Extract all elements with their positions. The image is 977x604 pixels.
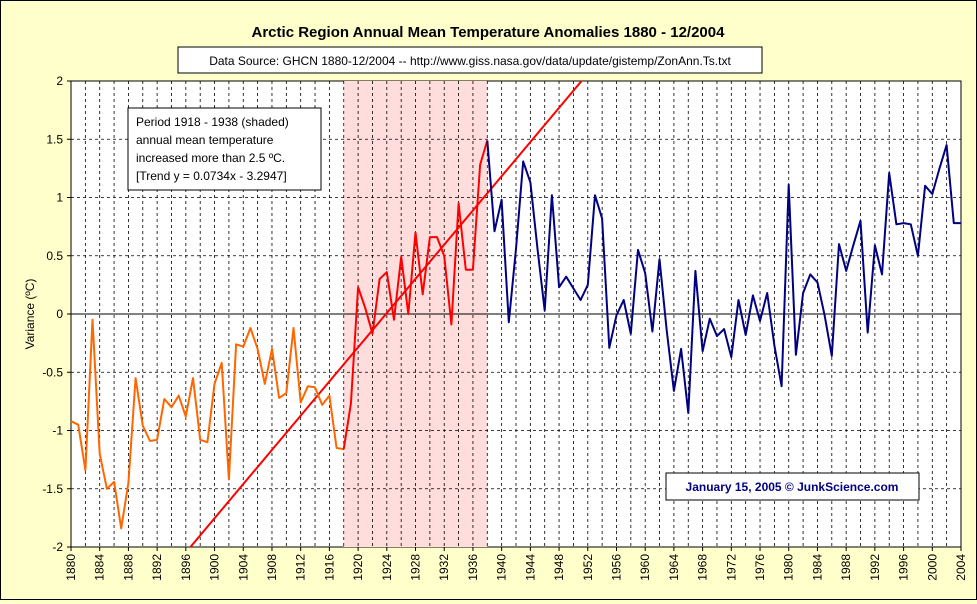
credit-box (665, 472, 920, 501)
x-tick-label: 1992 (868, 554, 882, 581)
x-tick-label: 2004 (954, 554, 968, 581)
x-tick-label: 1932 (437, 554, 451, 581)
x-tick-label: 1964 (667, 554, 681, 581)
series-line-1880-1917 (70, 318, 344, 530)
x-tick-label: 1980 (782, 554, 796, 581)
annotation-line-2: annual mean temperature (136, 133, 274, 147)
x-tick-label: 1960 (638, 554, 652, 581)
series-line-1938-2004 (486, 140, 961, 414)
x-tick-label: 1908 (265, 554, 279, 581)
y-tick-label: -0.5 (42, 365, 63, 379)
y-tick-label: -2 (52, 540, 63, 554)
x-tick-label: 1952 (581, 554, 595, 581)
x-tick-label: 1988 (839, 554, 853, 581)
x-tick-label: 1984 (810, 554, 824, 581)
subtitle-box (177, 46, 763, 74)
x-tick-label: 1888 (121, 554, 135, 581)
x-tick-label: 1936 (466, 554, 480, 581)
credit-label: January 15, 2005 © JunkScience.com (686, 480, 899, 494)
x-tick-label: 1892 (150, 554, 164, 581)
y-tick-label: 2 (56, 74, 63, 88)
x-tick-label: 2000 (925, 554, 939, 581)
y-axis-label: Variance (ºC) (23, 279, 37, 350)
x-tick-label: 1920 (351, 554, 365, 581)
annotation-box (127, 107, 322, 191)
x-tick-label: 1972 (724, 554, 738, 581)
trend-line (189, 81, 583, 547)
y-tick-label: 1 (56, 191, 63, 205)
series-line-1918-1938 (342, 140, 489, 450)
x-tick-label: 1948 (552, 554, 566, 581)
x-tick-label: 1976 (753, 554, 767, 581)
x-tick-label: 1996 (897, 554, 911, 581)
x-tick-label: 1904 (236, 554, 250, 581)
chart-subtitle: Data Source: GHCN 1880-12/2004 -- http:/… (209, 54, 731, 68)
y-tick-label: -1 (52, 424, 63, 438)
x-tick-label: 1940 (495, 554, 509, 581)
y-tick-label: 1.5 (46, 132, 63, 146)
x-tick-label: 1924 (380, 554, 394, 581)
x-tick-label: 1896 (179, 554, 193, 581)
x-tick-label: 1900 (208, 554, 222, 581)
x-tick-label: 1884 (93, 554, 107, 581)
y-tick-label: 0 (56, 307, 63, 321)
x-tick-label: 1928 (409, 554, 423, 581)
x-tick-label: 1912 (294, 554, 308, 581)
x-tick-label: 1956 (609, 554, 623, 581)
annotation-line-3: increased more than 2.5 ºC. (136, 151, 285, 165)
annotation-line-1: Period 1918 - 1938 (shaded) (136, 115, 289, 129)
y-tick-label: -1.5 (42, 482, 63, 496)
x-tick-label: 1916 (322, 554, 336, 581)
annotation-line-4: [Trend y = 0.0734x - 3.2947] (136, 169, 287, 183)
y-tick-label: 0.5 (46, 249, 63, 263)
x-tick-label: 1968 (696, 554, 710, 581)
x-tick-label: 1880 (64, 554, 78, 581)
chart-title: Arctic Region Annual Mean Temperature An… (252, 24, 726, 41)
x-tick-label: 1944 (523, 554, 537, 581)
